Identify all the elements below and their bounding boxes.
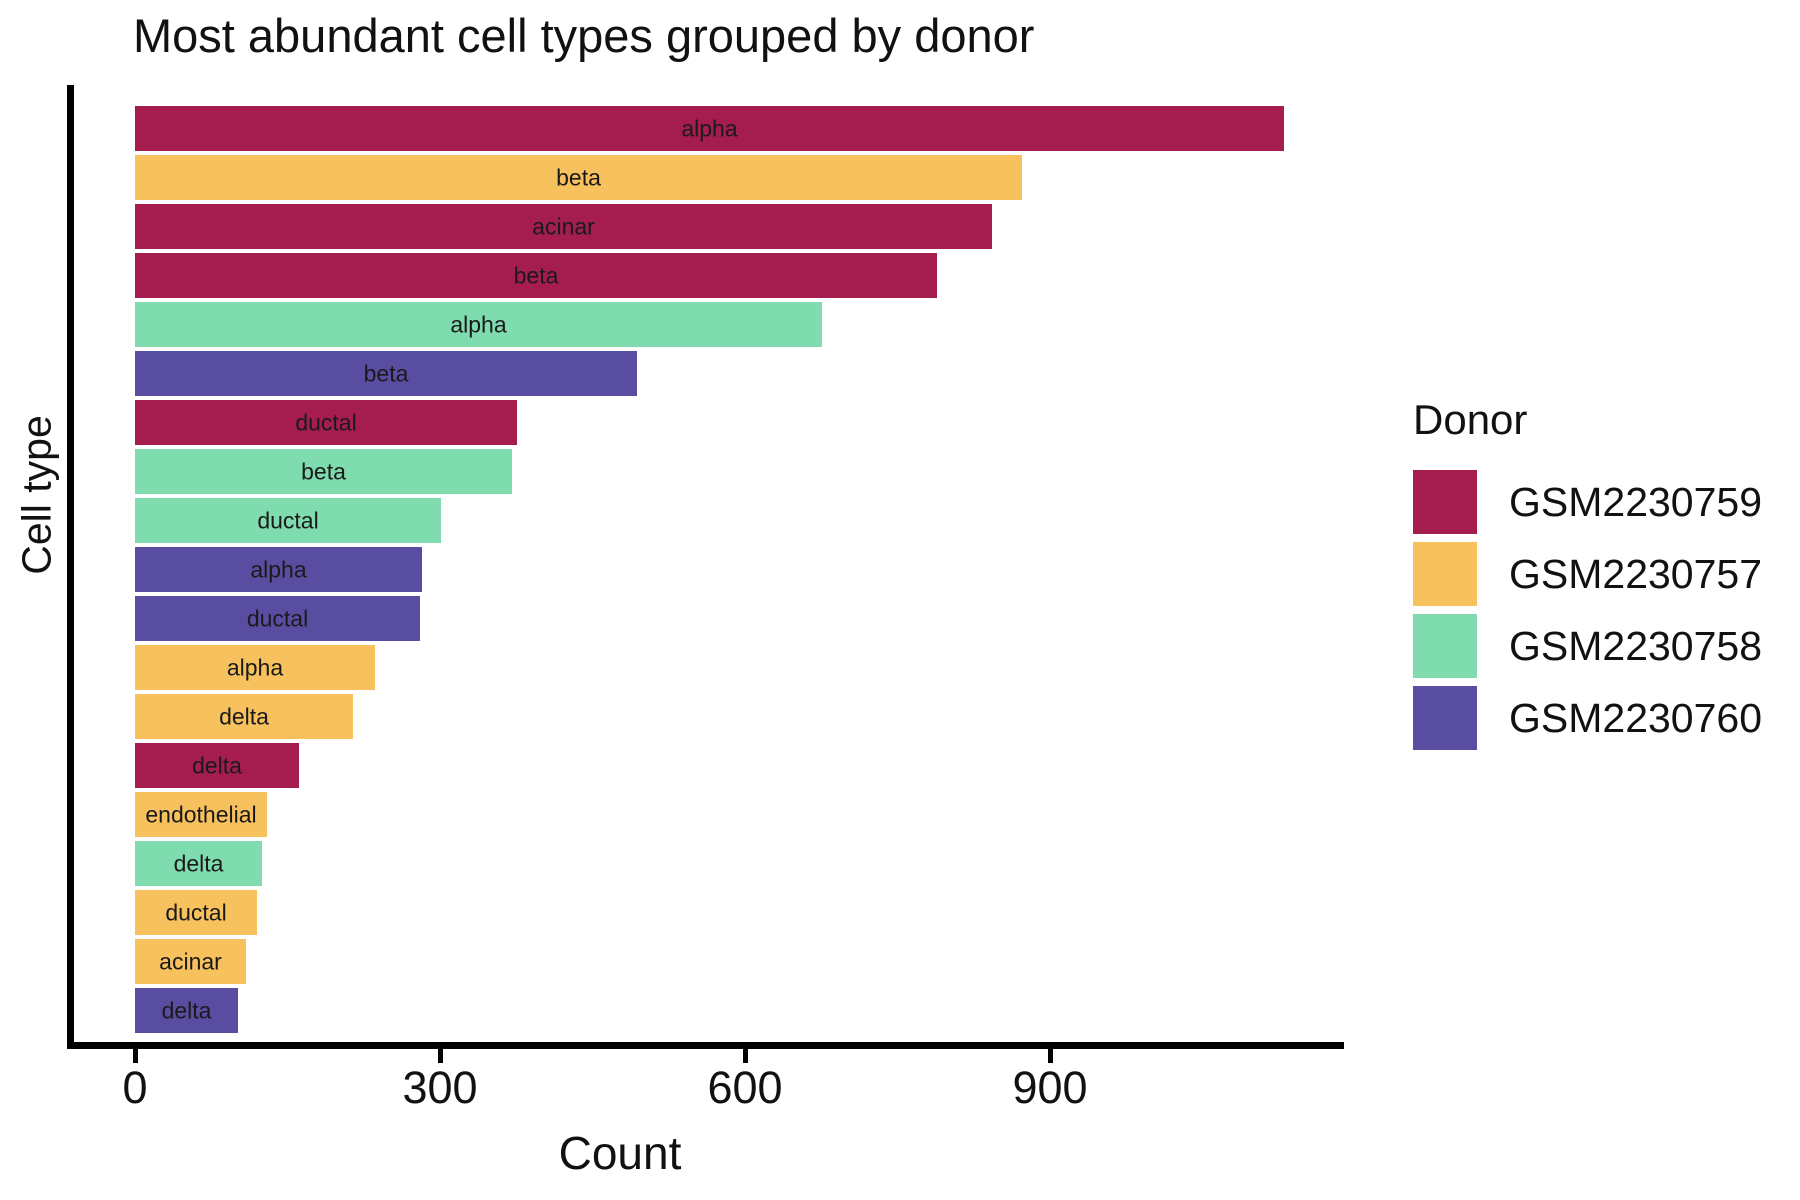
legend-row-GSM2230759: GSM2230759 (1413, 470, 1762, 534)
legend-swatch (1413, 470, 1477, 534)
x-tick-label: 0 (122, 1062, 148, 1113)
bar-delta-GSM2230760: delta (135, 988, 238, 1033)
x-tick-label: 900 (1012, 1062, 1088, 1113)
bar-label: alpha (226, 654, 284, 680)
legend: Donor GSM2230759 GSM2230757 GSM2230758 GSM2… (1413, 396, 1762, 758)
legend-label: GSM2230760 (1509, 694, 1763, 741)
bar-label: ductal (257, 507, 319, 533)
bar-label: delta (173, 850, 224, 876)
bar-endothelial-GSM2230757: endothelial (135, 792, 267, 837)
bar-label: delta (192, 752, 242, 778)
bar-label: ductal (246, 605, 309, 631)
bar-label: beta (363, 360, 409, 386)
bar-label: beta (556, 164, 601, 190)
y-axis-label: Cell type (13, 415, 60, 575)
x-tick-label: 300 (402, 1062, 478, 1113)
bar-label: beta (513, 262, 559, 288)
legend-swatch (1413, 686, 1477, 750)
bar-alpha-GSM2230760: alpha (135, 547, 422, 592)
bar-label: ductal (295, 409, 357, 435)
y-axis-spine (67, 85, 74, 1049)
x-tick-mark (437, 1049, 443, 1063)
bar-label: beta (301, 458, 346, 484)
legend-label: GSM2230758 (1509, 622, 1763, 669)
bar-label: alpha (450, 311, 507, 337)
bar-label: acinar (532, 213, 595, 239)
legend-row-GSM2230760: GSM2230760 (1413, 686, 1762, 750)
bar-ductal-GSM2230757: ductal (135, 890, 257, 935)
bar-beta-GSM2230757: beta (135, 155, 1022, 200)
bar-label: ductal (165, 899, 227, 925)
legend-row-GSM2230757: GSM2230757 (1413, 542, 1762, 606)
legend-label: GSM2230759 (1509, 478, 1763, 525)
chart-title: Most abundant cell types grouped by dono… (133, 9, 1035, 62)
x-axis-label: Count (558, 1127, 682, 1179)
bar-delta-GSM2230757: delta (135, 694, 353, 739)
bar-acinar-GSM2230759: acinar (135, 204, 992, 249)
bar-delta-GSM2230758: delta (135, 841, 262, 886)
x-axis-spine (67, 1042, 1344, 1049)
legend-title: Donor (1413, 396, 1528, 443)
bar-alpha-GSM2230758: alpha (135, 302, 822, 347)
bar-label: acinar (159, 948, 222, 974)
x-tick-mark (1047, 1049, 1053, 1063)
x-tick-label: 600 (707, 1062, 783, 1113)
bar-ductal-GSM2230760: ductal (135, 596, 420, 641)
bar-label: endothelial (145, 801, 257, 827)
legend-entries: GSM2230759 GSM2230757 GSM2230758 GSM2230760 (1413, 470, 1762, 750)
bar-acinar-GSM2230757: acinar (135, 939, 246, 984)
bar-beta-GSM2230760: beta (135, 351, 637, 396)
bar-alpha-GSM2230759: alpha (135, 106, 1284, 151)
bar-label: delta (161, 997, 212, 1023)
bar-alpha-GSM2230757: alpha (135, 645, 375, 690)
legend-label: GSM2230757 (1509, 550, 1763, 597)
bar-beta-GSM2230759: beta (135, 253, 937, 298)
legend-swatch (1413, 614, 1477, 678)
bar-label: delta (219, 703, 269, 729)
bar-beta-GSM2230758: beta (135, 449, 512, 494)
bar-ductal-GSM2230759: ductal (135, 400, 517, 445)
x-tick-mark (132, 1049, 138, 1063)
legend-swatch (1413, 542, 1477, 606)
bar-label: alpha (681, 115, 738, 141)
bar-label: alpha (250, 556, 307, 582)
bar-ductal-GSM2230758: ductal (135, 498, 441, 543)
legend-row-GSM2230758: GSM2230758 (1413, 614, 1762, 678)
bar-delta-GSM2230759: delta (135, 743, 299, 788)
x-tick-mark (742, 1049, 748, 1063)
